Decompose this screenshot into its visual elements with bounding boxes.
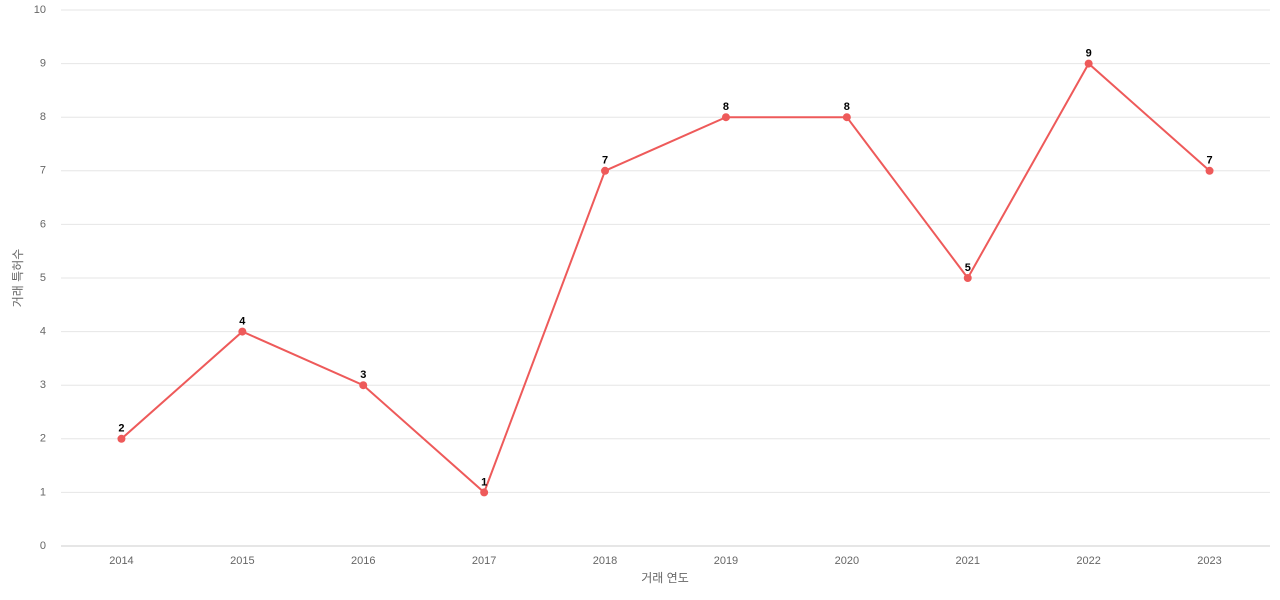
x-tick-label: 2017 [472,555,496,567]
value-label: 1 [481,476,487,488]
y-tick-label: 6 [40,218,46,230]
x-tick-label: 2022 [1076,555,1100,567]
value-label: 8 [723,101,729,113]
point [359,381,368,390]
y-axis-label: 거래 특허수 [11,249,25,308]
point [601,166,610,175]
value-label: 9 [1086,48,1092,60]
y-tick-label: 10 [34,4,46,16]
x-tick-label: 2021 [956,555,980,567]
x-tick-label: 2016 [351,555,375,567]
point [1205,166,1214,175]
x-axis-label: 거래 연도 [641,571,689,585]
point [963,274,972,282]
y-tick-label: 9 [40,58,46,70]
y-tick-label: 8 [40,111,46,123]
line [120,62,1211,495]
y-tick-label: 3 [40,379,46,391]
x-tick-label: 2020 [835,555,859,567]
value-label: 7 [602,155,608,167]
y-tick-label: 7 [40,165,46,177]
x-tick-label: 2023 [1197,555,1221,567]
point [238,327,247,336]
y-tick-label: 5 [40,272,46,284]
value-label: 3 [360,369,366,381]
y-tick-label: 4 [40,326,46,338]
y-tick-label: 2 [40,433,46,445]
point [842,113,851,122]
value-label: 7 [1206,155,1212,167]
x-tick-label: 2019 [714,555,738,567]
point [1084,59,1093,68]
x-tick-label: 2015 [230,555,254,567]
value-label: 8 [844,101,850,113]
point [480,488,489,497]
y-tick-label: 1 [40,486,46,498]
x-tick-label: 2014 [109,555,133,567]
value-label: 2 [118,423,124,435]
value-label: 4 [239,316,246,328]
value-label: 5 [965,262,971,274]
y-tick-label: 0 [40,540,46,552]
point [721,113,730,122]
point [117,434,126,443]
x-tick-label: 2018 [593,555,617,567]
